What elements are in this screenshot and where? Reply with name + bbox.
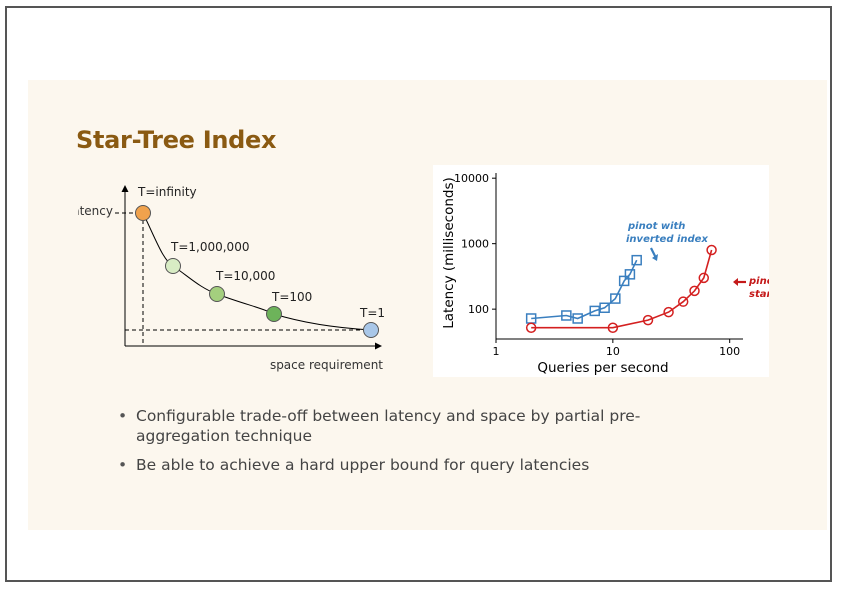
data-point <box>698 272 710 284</box>
tradeoff-point <box>135 205 151 221</box>
x-tick-label: 100 <box>719 345 740 358</box>
series-annotation-line: pinot with <box>748 276 769 287</box>
data-point <box>624 269 636 280</box>
point-label: T=100 <box>271 290 312 304</box>
series-line <box>531 259 638 320</box>
x-axis-title: Queries per second <box>537 360 668 376</box>
data-point <box>572 313 583 324</box>
tradeoff-point <box>363 322 379 338</box>
data-point <box>610 293 621 304</box>
data-point <box>642 314 654 326</box>
y-tick-label: 100 <box>468 303 489 316</box>
chart-axes <box>495 173 743 340</box>
series-annotation-line: pinot with <box>627 221 685 232</box>
bullet-item: • Be able to achieve a hard upper bound f… <box>114 455 674 475</box>
series-line <box>531 249 713 329</box>
data-point <box>663 306 674 318</box>
y-tick-label: 1000 <box>461 238 489 251</box>
slide-content: Star-Tree Index latency space requiremen… <box>28 80 827 530</box>
data-point <box>631 254 642 266</box>
tradeoff-point <box>165 258 181 274</box>
data-point <box>677 296 689 307</box>
data-point <box>525 322 537 333</box>
bullet-text: Configurable trade-off between latency a… <box>136 407 641 445</box>
slide-frame: Star-Tree Index latency space requiremen… <box>5 6 832 582</box>
y-axis-label: latency <box>78 204 113 218</box>
point-label: T=10,000 <box>215 269 275 283</box>
series-annotation-line: inverted index <box>626 234 708 245</box>
tradeoff-diagram: latency space requirement T=infinity T=1… <box>78 185 385 372</box>
point-label: T=1,000,000 <box>170 240 249 254</box>
bullet-list: • Configurable trade-off between latency … <box>114 406 674 484</box>
bullet-text: Be able to achieve a hard upper bound fo… <box>136 456 590 474</box>
data-point <box>618 275 630 287</box>
y-tick-label: 10000 <box>454 172 489 185</box>
data-point <box>689 285 700 297</box>
data-point <box>589 305 600 317</box>
tradeoff-point <box>209 286 225 302</box>
bullet-dot: • <box>118 456 128 474</box>
point-label: T=1 <box>359 306 385 320</box>
data-point <box>607 322 619 333</box>
bullet-item: • Configurable trade-off between latency … <box>114 406 674 446</box>
bullet-dot: • <box>118 407 128 425</box>
series-annotation-line: startree index <box>749 289 769 300</box>
point-label: T=infinity <box>137 185 197 199</box>
data-point <box>599 302 610 314</box>
arrow-icon <box>733 278 738 286</box>
data-point <box>706 244 717 256</box>
x-tick-label: 1 <box>493 345 500 358</box>
performance-chart: 1 10 100 100 1000 10000 Queries per second La… <box>433 165 769 377</box>
arrow-icon <box>652 254 658 261</box>
chart-ticks: 1 10 100 100 1000 10000 <box>454 172 740 358</box>
slide-title: Star-Tree Index <box>76 126 277 154</box>
x-axis-label: space requirement <box>270 358 383 372</box>
y-axis-title: Latency (milliseconds) <box>441 177 457 329</box>
chart-series <box>525 244 717 333</box>
tradeoff-point <box>266 306 282 322</box>
x-tick-label: 10 <box>606 345 620 358</box>
data-point <box>561 310 572 321</box>
